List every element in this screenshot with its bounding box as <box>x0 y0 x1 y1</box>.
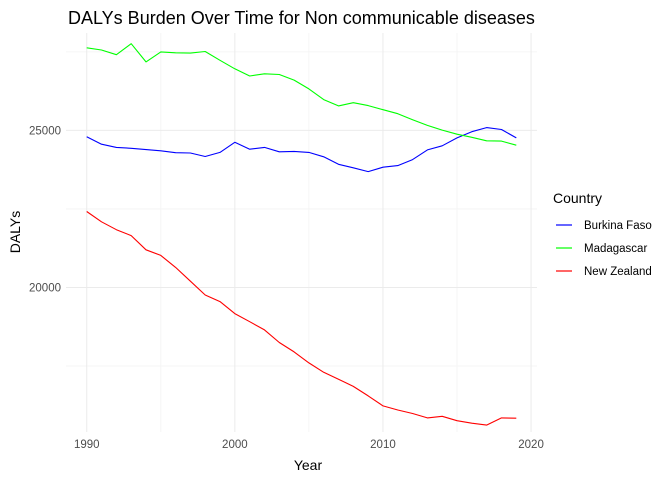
y-tick-label: 20000 <box>29 282 61 294</box>
series-line-madagascar <box>86 43 517 146</box>
series-line-new-zealand <box>86 211 517 426</box>
legend-title: Country <box>553 190 602 206</box>
legend-label-burkina-faso: Burkina Faso <box>584 220 652 232</box>
legend-label-new-zealand: New Zealand <box>584 266 652 278</box>
x-axis-title: Year <box>294 457 323 473</box>
x-tick-label: 1990 <box>74 439 100 451</box>
x-tick-label: 2020 <box>518 439 544 451</box>
series-line-burkina-faso <box>86 127 517 173</box>
chart-title: DALYs Burden Over Time for Non communica… <box>68 8 535 28</box>
legend-label-madagascar: Madagascar <box>584 243 647 255</box>
axis-ticks: 1990 2000 2010 2020 20000 25000 <box>29 125 544 451</box>
x-tick-label: 2010 <box>370 439 396 451</box>
grid <box>66 33 537 432</box>
y-axis-title: DALYs <box>7 211 23 254</box>
x-tick-label: 2000 <box>222 439 248 451</box>
legend-items: Burkina Faso Madagascar New Zealand <box>556 220 652 278</box>
legend: Country Burkina Faso Madagascar New Zealan… <box>553 190 652 278</box>
y-tick-label: 25000 <box>29 125 61 137</box>
series-lines <box>86 43 517 426</box>
